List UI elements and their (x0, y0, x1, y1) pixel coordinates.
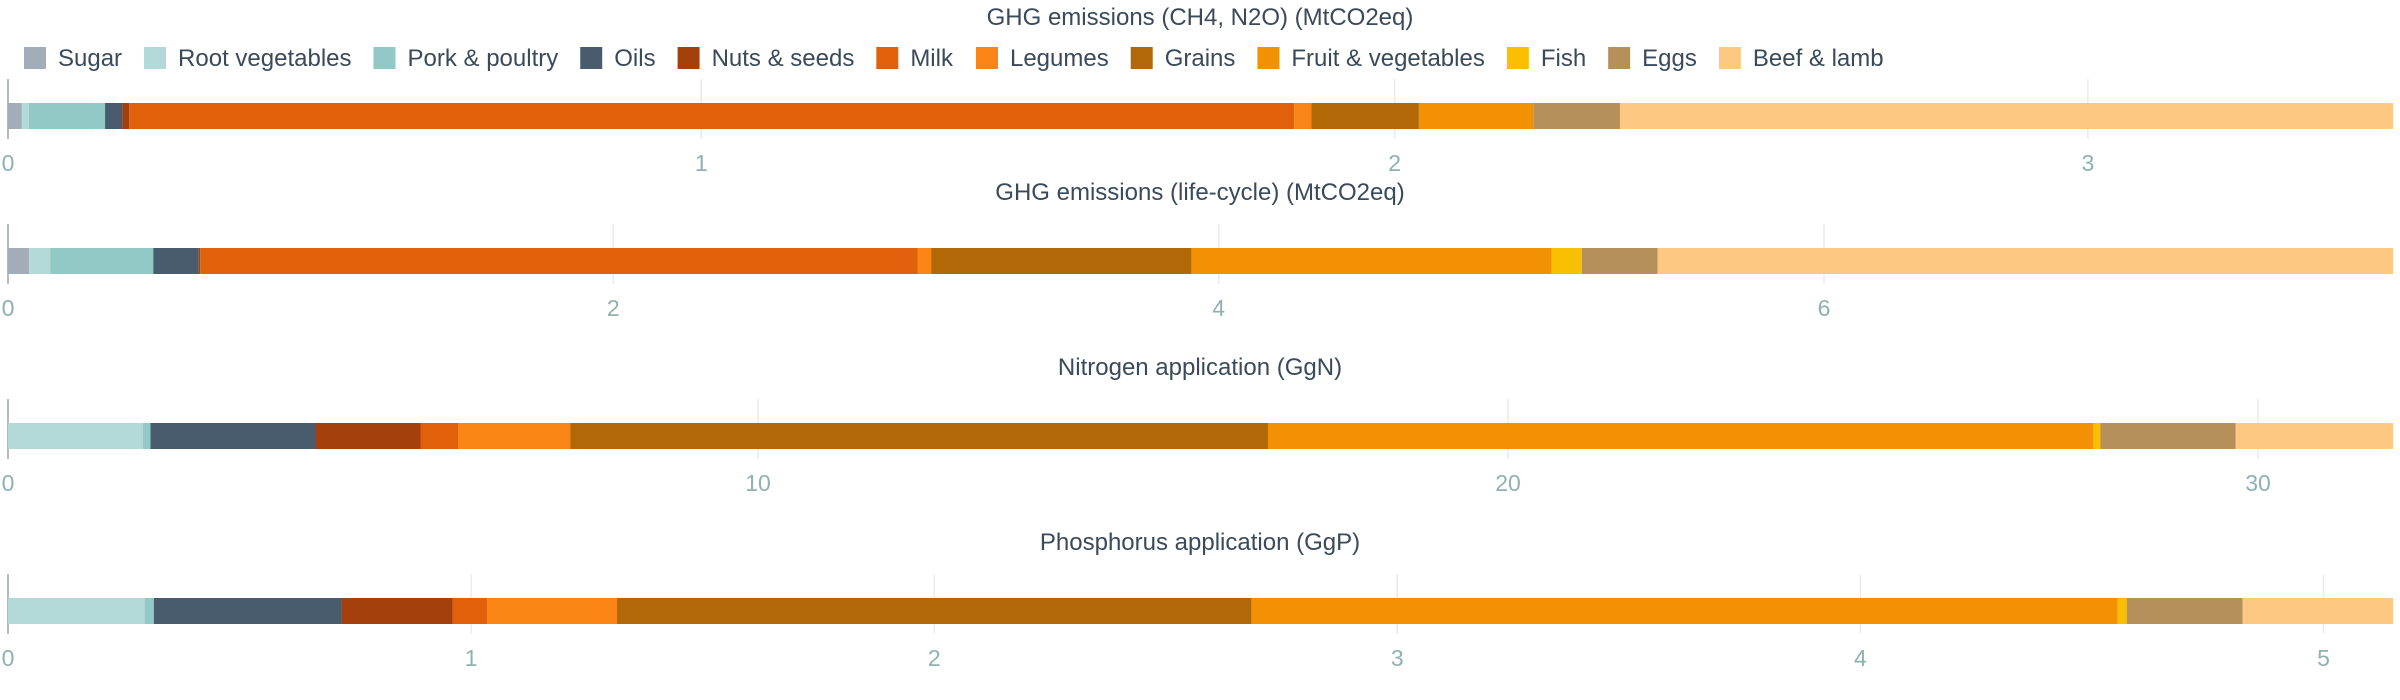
tick-label-3-20: 20 (1495, 470, 1521, 496)
legend-swatch-oils (580, 47, 603, 69)
bar-segment-3-fruit-and-vegetables (1268, 423, 2093, 449)
bar-segment-1-beef-and-lamb (1619, 103, 2393, 129)
legend-swatch-beef-and-lamb (1718, 47, 1741, 69)
bar-segment-3-eggs (2100, 423, 2236, 449)
legend-label-oils: Oils (614, 45, 655, 72)
bar-segment-4-eggs (2126, 598, 2243, 624)
bar-segment-3-fish (2093, 423, 2101, 449)
tick-label-3-0: 0 (2, 470, 15, 496)
legend-label-beef-and-lamb: Beef & lamb (1753, 45, 1884, 72)
legend-swatch-pork-and-poultry (373, 47, 396, 69)
legend-label-pork-and-poultry: Pork & poultry (408, 45, 559, 72)
bar-segment-1-legumes (1294, 103, 1312, 129)
legend-label-root-vegetables: Root vegetables (178, 45, 351, 72)
bar-segment-2-sugar (8, 248, 30, 274)
tick-label-4-3: 3 (1391, 645, 1404, 671)
bar-segment-4-oils (153, 598, 342, 624)
bar-segment-2-fruit-and-vegetables (1191, 248, 1552, 274)
legend-swatch-sugar (24, 47, 46, 69)
bar-segment-1-root-vegetables (21, 103, 29, 129)
bar-segment-1-nuts-and-seeds (122, 103, 130, 129)
bar-segment-3-pork-and-poultry (143, 423, 151, 449)
legend-label-sugar: Sugar (58, 45, 122, 72)
bar-segment-2-root-vegetables (29, 248, 51, 274)
tick-label-2-6: 6 (1818, 295, 1831, 321)
bar-segment-4-legumes (487, 598, 617, 624)
legend-label-grains: Grains (1165, 45, 1236, 72)
bar-segment-4-milk (452, 598, 488, 624)
tick-label-1-2: 2 (1388, 150, 1401, 176)
legend-label-eggs: Eggs (1642, 45, 1697, 72)
bar-segment-3-nuts-and-seeds (315, 423, 421, 449)
tick-label-2-0: 0 (2, 295, 15, 321)
tick-label-1-1: 1 (695, 150, 708, 176)
bar-segment-2-nuts-and-seeds (198, 248, 201, 274)
bar-segment-1-oils (105, 103, 123, 129)
bar-segment-1-milk (129, 103, 1295, 129)
tick-label-3-10: 10 (745, 470, 771, 496)
bar-segment-2-milk (200, 248, 918, 274)
bar-segment-3-root-vegetables (8, 423, 143, 449)
bar-segment-1-fruit-and-vegetables (1418, 103, 1534, 129)
bar-segment-4-fish (2117, 598, 2127, 624)
tick-label-2-2: 2 (607, 295, 620, 321)
bar-segment-3-beef-and-lamb (2235, 423, 2393, 449)
legend-label-legumes: Legumes (1010, 45, 1109, 72)
tick-label-4-1: 1 (465, 645, 478, 671)
bar-segment-3-legumes (458, 423, 571, 449)
legend-swatch-nuts-and-seeds (677, 47, 700, 69)
bar-segment-2-grains (931, 248, 1192, 274)
bar-segment-4-pork-and-poultry (144, 598, 154, 624)
tick-label-4-2: 2 (928, 645, 941, 671)
panel-title-2: GHG emissions (life-cycle) (MtCO2eq) (995, 179, 1404, 206)
legend-label-fruit-and-vegetables: Fruit & vegetables (1291, 45, 1484, 72)
bar-segment-2-fish (1551, 248, 1582, 274)
legend-swatch-grains (1130, 47, 1153, 69)
tick-label-4-5: 5 (2317, 645, 2330, 671)
panel-title-3: Nitrogen application (GgN) (1058, 354, 1342, 381)
panel-title-4: Phosphorus application (GgP) (1040, 529, 1360, 556)
bar-segment-3-grains (570, 423, 1268, 449)
legend-swatch-root-vegetables (144, 47, 167, 69)
panel-title-1: GHG emissions (CH4, N2O) (MtCO2eq) (987, 4, 1414, 31)
legend-label-milk: Milk (910, 45, 954, 72)
bar-segment-1-grains (1311, 103, 1419, 129)
tick-label-2-4: 4 (1212, 295, 1225, 321)
bar-segment-3-oils (150, 423, 316, 449)
bar-segment-2-pork-and-poultry (50, 248, 154, 274)
legend-swatch-eggs (1608, 47, 1631, 69)
bar-segment-1-eggs (1533, 103, 1620, 129)
bar-segment-1-pork-and-poultry (28, 103, 106, 129)
tick-label-4-0: 0 (2, 645, 15, 671)
bar-segment-1-sugar (8, 103, 22, 129)
bar-segment-2-oils (153, 248, 199, 274)
bar-segment-4-nuts-and-seeds (341, 598, 453, 624)
tick-label-1-3: 3 (2082, 150, 2095, 176)
tick-label-3-30: 30 (2245, 470, 2271, 496)
bar-segment-4-fruit-and-vegetables (1251, 598, 2118, 624)
bar-segment-3-milk (420, 423, 458, 449)
tick-label-4-4: 4 (1854, 645, 1867, 671)
bar-segment-2-eggs (1581, 248, 1658, 274)
bar-segment-2-beef-and-lamb (1657, 248, 2393, 274)
legend-swatch-fish (1506, 47, 1529, 69)
legend-swatch-fruit-and-vegetables (1257, 47, 1280, 69)
legend-label-fish: Fish (1541, 45, 1586, 72)
bar-segment-4-root-vegetables (8, 598, 145, 624)
bar-segment-4-beef-and-lamb (2242, 598, 2393, 624)
legend-swatch-legumes (975, 47, 998, 69)
legend-swatch-milk (876, 47, 899, 69)
legend-label-nuts-and-seeds: Nuts & seeds (712, 45, 855, 72)
bar-segment-2-legumes (917, 248, 932, 274)
bar-segment-4-grains (616, 598, 1252, 624)
tick-label-1-0: 0 (2, 150, 15, 176)
